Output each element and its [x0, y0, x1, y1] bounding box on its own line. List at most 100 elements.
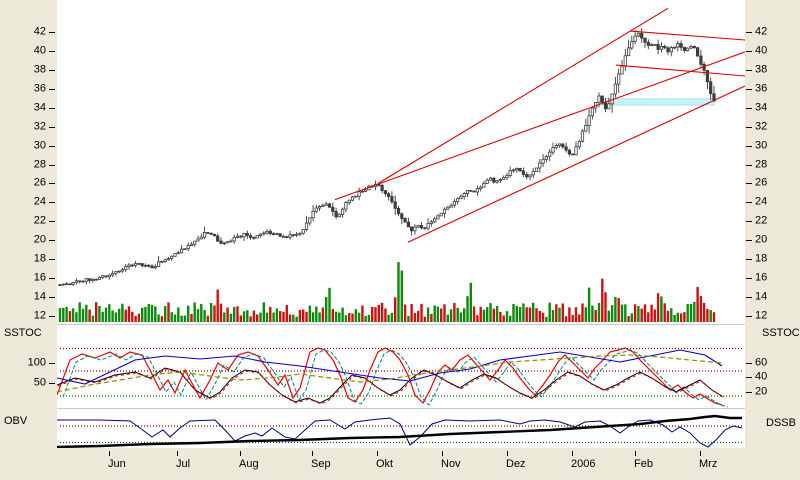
- price-tick-label-left: 34: [33, 101, 46, 114]
- price-tick-right: [746, 88, 752, 90]
- sstoc-tick-right: [746, 392, 752, 393]
- price-tick-right: [746, 145, 752, 147]
- sstoc-tick-left: [49, 363, 55, 364]
- price-tick-right: [746, 107, 752, 109]
- price-tick-right: [746, 221, 752, 223]
- price-tick-right: [746, 69, 752, 71]
- sstoc-tick-label-right: 20: [755, 385, 768, 398]
- month-label: Okt: [376, 458, 394, 470]
- price-tick-right: [746, 259, 752, 261]
- price-tick-label-right: 36: [755, 82, 768, 95]
- price-tick-right: [746, 278, 752, 280]
- price-tick-right: [746, 50, 752, 52]
- month-tick: [442, 451, 443, 456]
- month-tick: [377, 451, 378, 456]
- price-tick-right: [746, 297, 752, 299]
- price-tick-left: [49, 164, 55, 166]
- price-tick-label-left: 40: [33, 44, 46, 57]
- price-tick-label-left: 30: [33, 139, 46, 152]
- sstoc-tick-label-left: 50: [33, 376, 46, 389]
- price-tick-label-right: 24: [755, 195, 768, 208]
- price-tick-label-right: 22: [755, 214, 768, 227]
- month-tick: [507, 451, 508, 456]
- price-tick-right: [746, 32, 752, 33]
- sstoc-tick-label-right: 40: [755, 370, 768, 383]
- price-tick-label-left: 26: [33, 176, 46, 189]
- price-tick-label-right: 34: [755, 101, 768, 114]
- sstoc-tick-label-left: 100: [27, 356, 46, 369]
- price-tick-label-right: 14: [755, 290, 768, 303]
- obv-label: OBV: [4, 415, 28, 427]
- month-tick: [109, 451, 110, 456]
- price-tick-label-right: 38: [755, 63, 768, 76]
- price-tick-label-right: 40: [755, 44, 768, 57]
- sstoc-tick-right: [746, 377, 752, 378]
- price-tick-label-right: 18: [755, 252, 768, 265]
- dssb-label: DSSB: [766, 417, 796, 429]
- price-tick-left: [49, 202, 55, 204]
- price-tick-label-left: 24: [33, 195, 46, 208]
- price-tick-label-right: 12: [755, 309, 768, 322]
- price-tick-label-left: 38: [33, 63, 46, 76]
- price-tick-left: [49, 32, 55, 33]
- month-tick: [240, 451, 241, 456]
- price-tick-label-left: 36: [33, 82, 46, 95]
- sstoc-tick-label-right: 60: [755, 356, 768, 369]
- month-label: Nov: [441, 458, 461, 470]
- plot-area[interactable]: [57, 0, 745, 448]
- price-tick-label-left: 20: [33, 233, 46, 246]
- chart-canvas: [57, 7, 745, 448]
- price-tick-label-right: 30: [755, 139, 768, 152]
- price-tick-label-right: 32: [755, 120, 768, 133]
- month-label: Aug: [239, 458, 259, 470]
- price-tick-left: [49, 50, 55, 52]
- price-tick-label-right: 28: [755, 158, 768, 171]
- price-tick-right: [746, 183, 752, 185]
- month-label: 2006: [571, 458, 596, 470]
- price-tick-label-left: 18: [33, 252, 46, 265]
- price-tick-left: [49, 145, 55, 147]
- price-tick-left: [49, 240, 55, 242]
- price-tick-left: [49, 259, 55, 261]
- price-tick-right: [746, 316, 752, 317]
- month-tick: [635, 451, 636, 456]
- sstoc-label-right: SSTOC: [762, 327, 800, 339]
- price-tick-label-left: 14: [33, 290, 46, 303]
- price-tick-left: [49, 278, 55, 280]
- price-tick-left: [49, 221, 55, 223]
- price-tick-label-left: 32: [33, 120, 46, 133]
- month-tick: [572, 451, 573, 456]
- price-tick-left: [49, 69, 55, 71]
- sstoc-label-left: SSTOC: [4, 327, 42, 339]
- price-tick-left: [49, 107, 55, 109]
- price-tick-label-right: 42: [755, 25, 768, 38]
- price-tick-label-right: 20: [755, 233, 768, 246]
- sstoc-tick-right: [746, 363, 752, 364]
- price-tick-label-left: 42: [33, 25, 46, 38]
- sstoc-tick-left: [49, 383, 55, 384]
- price-tick-label-left: 16: [33, 271, 46, 284]
- month-label: Jun: [108, 458, 126, 470]
- price-tick-label-right: 16: [755, 271, 768, 284]
- month-label: Feb: [634, 458, 653, 470]
- price-tick-right: [746, 164, 752, 166]
- month-label: Mrz: [699, 458, 718, 470]
- month-tick: [700, 451, 701, 456]
- price-tick-left: [49, 126, 55, 128]
- price-tick-label-left: 28: [33, 158, 46, 171]
- price-tick-left: [49, 316, 55, 317]
- price-tick-left: [49, 297, 55, 299]
- price-tick-left: [49, 183, 55, 185]
- month-label: Dez: [506, 458, 526, 470]
- month-label: Jul: [176, 458, 191, 470]
- price-tick-label-left: 22: [33, 214, 46, 227]
- price-tick-label-right: 26: [755, 176, 768, 189]
- month-tick: [312, 451, 313, 456]
- price-tick-right: [746, 202, 752, 204]
- price-tick-right: [746, 126, 752, 128]
- price-tick-left: [49, 88, 55, 90]
- month-label: Sep: [311, 458, 331, 470]
- month-tick: [177, 451, 178, 456]
- price-tick-right: [746, 240, 752, 242]
